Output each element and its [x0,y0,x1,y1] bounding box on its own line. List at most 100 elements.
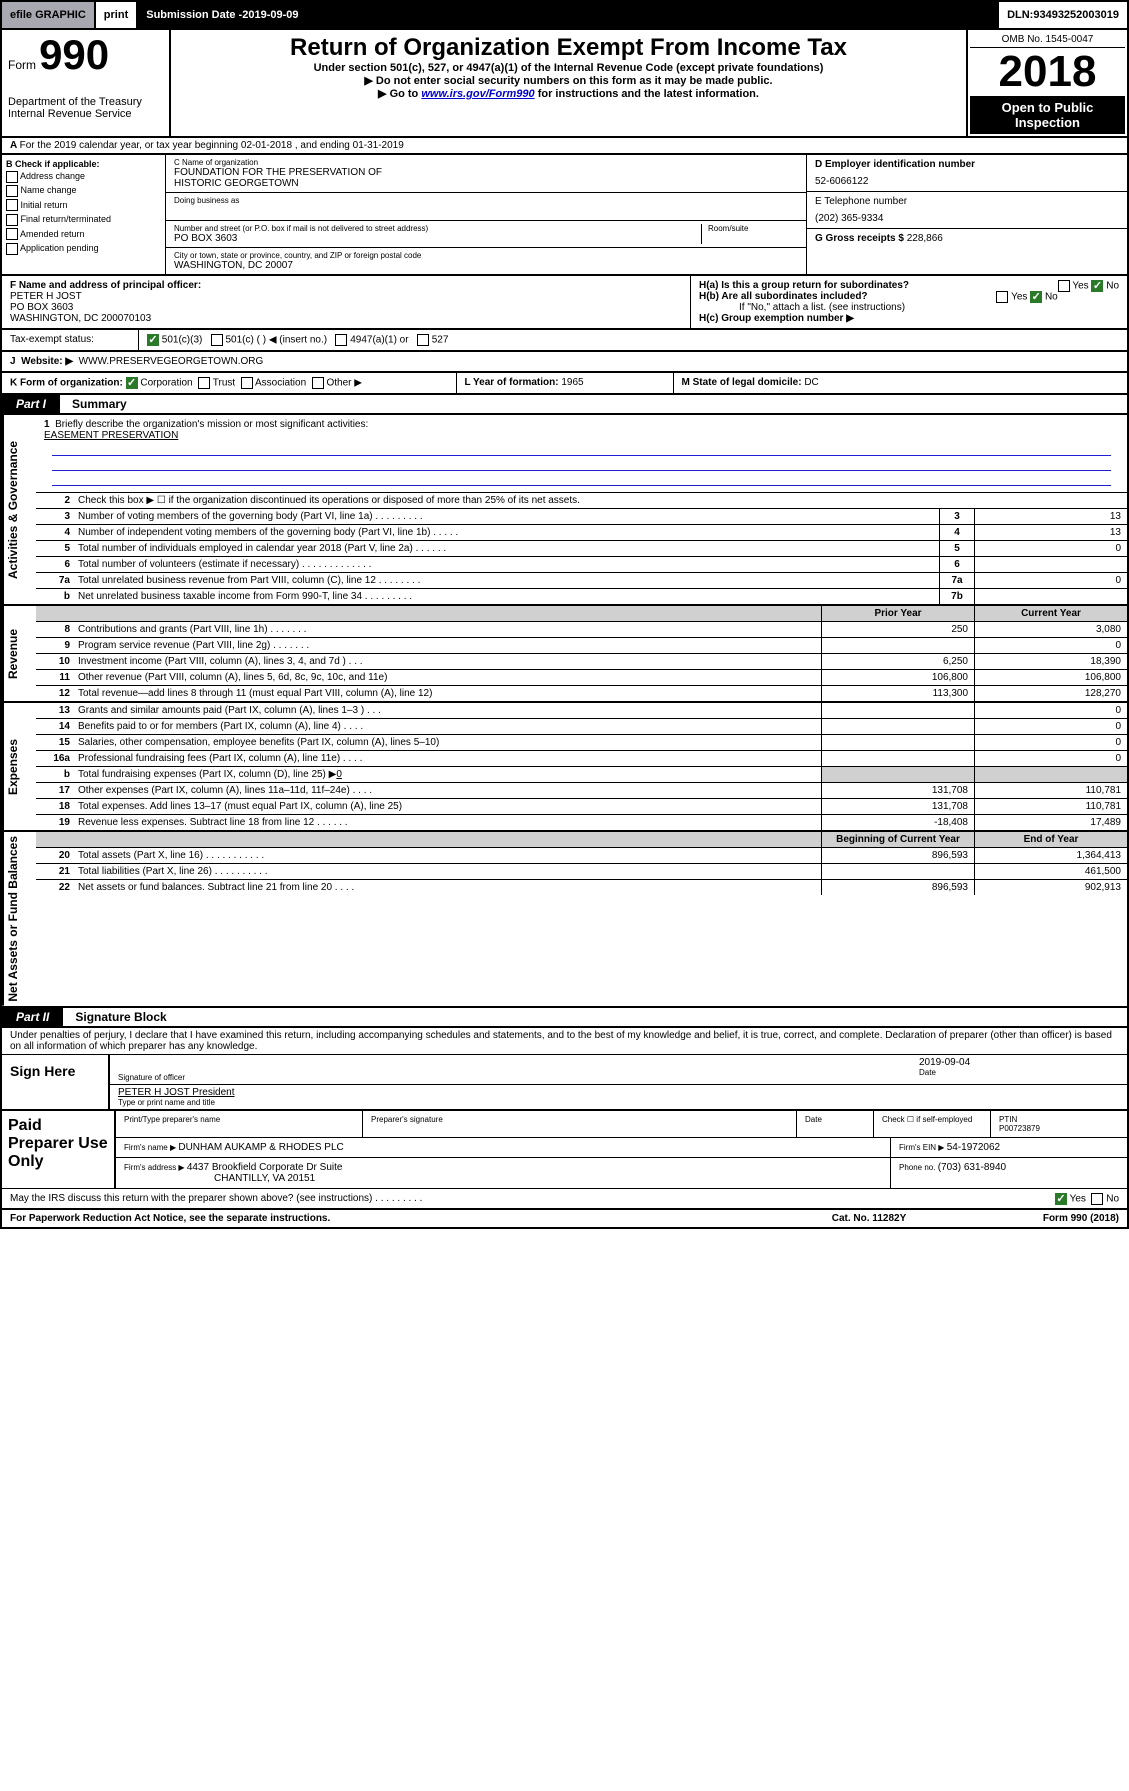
chk-amended[interactable]: Amended return [6,227,161,241]
l16b-curr [974,767,1127,782]
l7a-value: 0 [974,573,1127,588]
l16b-text: Total fundraising expenses (Part IX, col… [78,769,336,780]
part-2-title: Signature Block [63,1010,166,1024]
line-a-text: For the 2019 calendar year, or tax year … [20,140,404,151]
l11-text: Other revenue (Part VIII, column (A), li… [74,670,821,685]
chk-discuss-yes[interactable]: ✓ [1055,1193,1067,1205]
l15-text: Salaries, other compensation, employee b… [74,735,821,750]
org-address: PO BOX 3603 [174,233,701,244]
inspect-2: Inspection [972,115,1123,130]
col-end: End of Year [974,832,1127,847]
part-2-tag: Part II [2,1008,63,1026]
l13-text: Grants and similar amounts paid (Part IX… [74,703,821,718]
dln-label: DLN: [1007,9,1033,21]
officer-addr2: WASHINGTON, DC 200070103 [10,313,682,324]
box-c: C Name of organization FOUNDATION FOR TH… [166,155,806,274]
l14-curr: 0 [974,719,1127,734]
officer-printed-name: PETER H JOST President [118,1087,1119,1098]
vlabel-exp: Expenses [2,703,36,830]
l20-begin: 896,593 [821,848,974,863]
l12-curr: 128,270 [974,686,1127,701]
ein-label: D Employer identification number [815,159,1119,170]
submission-date: Submission Date - 2019-09-09 [138,2,999,28]
chk-address-change[interactable]: Address change [6,169,161,183]
signature-section: Under penalties of perjury, I declare th… [0,1028,1129,1210]
activities-governance: Activities & Governance 1 Briefly descri… [0,415,1129,606]
opt-501c: 501(c) ( ) ◀ (insert no.) [225,335,327,346]
chk-final-return[interactable]: Final return/terminated [6,212,161,226]
l7b-text: Net unrelated business taxable income fr… [74,589,939,604]
phone-value: (202) 365-9334 [815,213,1119,224]
chk-initial-return[interactable]: Initial return [6,198,161,212]
vlabel-ag: Activities & Governance [2,415,36,604]
l17-text: Other expenses (Part IX, column (A), lin… [74,783,821,798]
row-klm: K Form of organization: ✓ Corporation Tr… [0,373,1129,395]
part-1-title: Summary [60,397,127,411]
dln: DLN: 93493252003019 [999,2,1127,28]
l22-end: 902,913 [974,880,1127,895]
website-label: Website: ▶ [21,356,73,367]
chk-application-pending[interactable]: Application pending [6,241,161,255]
m-value: DC [804,377,818,388]
sub3-pre: ▶ Go to [378,88,421,100]
chk-corporation[interactable]: ✓ [126,377,138,389]
revenue-section: Revenue Prior YearCurrent Year 8Contribu… [0,606,1129,703]
l7b-value [974,589,1127,604]
hc-label: H(c) Group exemption number ▶ [699,313,1119,324]
irs-gov-link[interactable]: www.irs.gov/Form990 [421,88,534,100]
chk-501c3[interactable]: ✓ [147,334,159,346]
l5-value: 0 [974,541,1127,556]
prep-h3: Date [797,1111,874,1137]
inspect-1: Open to Public [972,100,1123,115]
l19-text: Revenue less expenses. Subtract line 18 … [74,815,821,830]
l16a-prior [821,751,974,766]
firm-addr-label: Firm's address ▶ [124,1163,187,1172]
gross-receipts-value: 228,866 [907,233,943,244]
l22-begin: 896,593 [821,880,974,895]
l18-prior: 131,708 [821,799,974,814]
subtitle-1: Under section 501(c), 527, or 4947(a)(1)… [179,62,958,74]
ptin-value: P00723879 [999,1124,1040,1133]
sign-here-label: Sign Here [2,1055,108,1109]
part-1-tag: Part I [2,395,60,413]
expenses-section: Expenses 13Grants and similar amounts pa… [0,703,1129,832]
subtitle-2: ▶ Do not enter social security numbers o… [179,74,958,87]
line-a: A For the 2019 calendar year, or tax yea… [0,138,1129,155]
c-label: C Name of organization [174,158,798,167]
l17-prior: 131,708 [821,783,974,798]
open-to-public: Open to Public Inspection [970,96,1125,134]
officer-name: PETER H JOST [10,291,682,302]
top-bar: efile GRAPHIC print Submission Date - 20… [0,0,1129,30]
room-label: Room/suite [708,224,798,233]
l8-prior: 250 [821,622,974,637]
ptin-label: PTIN [999,1115,1017,1124]
sig-date-label: Date [919,1068,1119,1077]
gross-receipts-label: G Gross receipts $ [815,233,907,244]
prep-h1: Print/Type preparer's name [116,1111,363,1137]
website-value: WWW.PRESERVEGEORGETOWN.ORG [79,356,264,367]
hb-label: H(b) Are all subordinates included? [699,291,868,302]
vlabel-rev: Revenue [2,606,36,701]
f-label: F Name and address of principal officer: [10,280,682,291]
org-city: WASHINGTON, DC 20007 [174,260,798,271]
sig-date: 2019-09-04 [919,1057,1119,1068]
firm-name: DUNHAM AUKAMP & RHODES PLC [178,1142,343,1153]
firm-ein-label: Firm's EIN ▶ [899,1143,947,1152]
l16b-prior [821,767,974,782]
l12-prior: 113,300 [821,686,974,701]
l8-curr: 3,080 [974,622,1127,637]
firm-label: Firm's name ▶ [124,1143,178,1152]
l10-prior: 6,250 [821,654,974,669]
print-button[interactable]: print [96,2,138,28]
l2-text: Check this box ▶ ☐ if the organization d… [74,493,1127,508]
firm-phone-label: Phone no. [899,1163,938,1172]
subdate-value: 2019-09-09 [242,9,298,21]
dba-label: Doing business as [174,196,798,205]
l21-text: Total liabilities (Part X, line 26) . . … [74,864,821,879]
col-begin: Beginning of Current Year [821,832,974,847]
l20-text: Total assets (Part X, line 16) . . . . .… [74,848,821,863]
l7a-text: Total unrelated business revenue from Pa… [74,573,939,588]
vlabel-net: Net Assets or Fund Balances [2,832,36,1006]
l21-begin [821,864,974,879]
chk-name-change[interactable]: Name change [6,183,161,197]
